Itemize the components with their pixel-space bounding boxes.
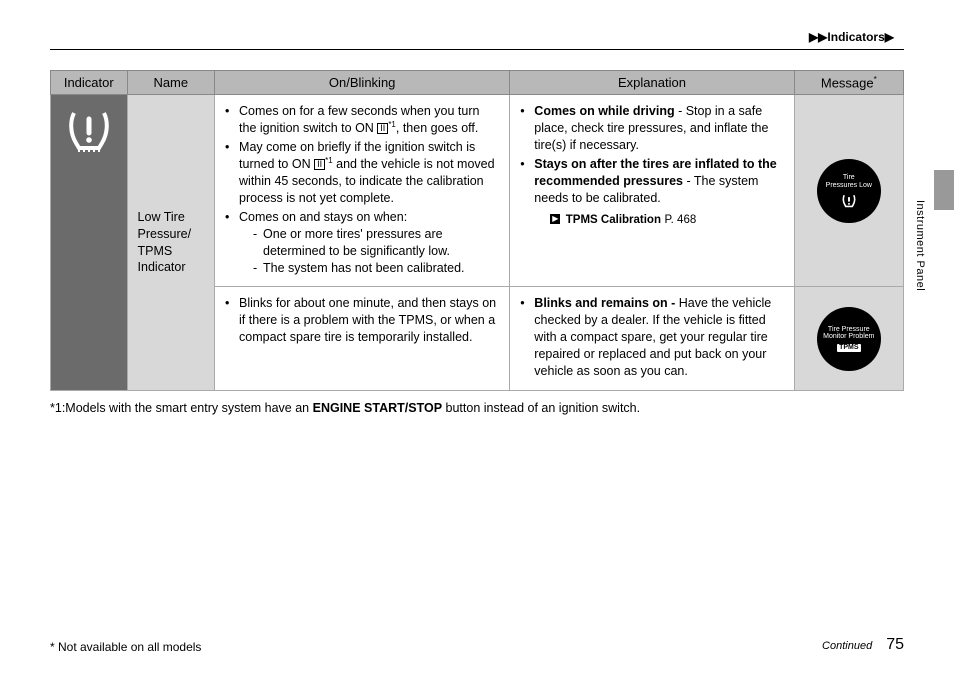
explanation-cell-1: Comes on while driving - Stop in a safe … [510, 95, 794, 287]
on-subitem: The system has not been calibrated. [253, 260, 499, 277]
exp-item-2: Blinks and remains on - Have the vehicle… [520, 295, 783, 379]
on-item: Comes on and stays on when:One or more t… [225, 209, 499, 277]
side-tab [934, 170, 954, 210]
footer-left: * Not available on all models [50, 640, 201, 654]
onblinking-cell-2: Blinks for about one minute, and then st… [215, 287, 510, 390]
footnote-ref: *1 [388, 120, 396, 129]
on-item: May come on briefly if the ignition swit… [225, 139, 499, 207]
th-name: Name [127, 71, 214, 95]
breadcrumb-text: Indicators [827, 30, 884, 44]
xref-icon: ▶ [550, 214, 560, 224]
exp-item: Stays on after the tires are inflated to… [520, 156, 783, 207]
exp2-bold: Blinks and remains on - [534, 296, 678, 310]
top-rule [50, 49, 904, 50]
explanation-cell-2: Blinks and remains on - Have the vehicle… [510, 287, 794, 390]
breadcrumb: ▶▶Indicators▶ [50, 30, 904, 49]
indicator-name: Low Tire Pressure/TPMS Indicator [138, 210, 192, 275]
th-message-text: Message [821, 75, 874, 90]
ignition-mode-box: II [377, 123, 388, 134]
continued-label: Continued [822, 640, 872, 652]
page-footer: * Not available on all models Continued … [50, 636, 904, 654]
exp-bold: Comes on while driving [534, 104, 674, 118]
side-section-label: Instrument Panel [914, 200, 926, 291]
th-explanation: Explanation [510, 71, 794, 95]
fn1-bold: ENGINE START/STOP [313, 401, 442, 415]
on-item: Comes on for a few seconds when you turn… [225, 103, 499, 137]
indicators-table: Indicator Name On/Blinking Explanation M… [50, 70, 904, 391]
th-onblinking: On/Blinking [215, 71, 510, 95]
onblinking-cell-1: Comes on for a few seconds when you turn… [215, 95, 510, 287]
footnote-ref: *1 [325, 156, 333, 165]
ignition-mode-box: II [314, 159, 325, 170]
msg2-line1: Tire Pressure [828, 326, 870, 334]
msg-icon-line2: Pressures Low [826, 182, 872, 190]
indicator-cell [51, 95, 128, 390]
fn1-post: button instead of an ignition switch. [442, 401, 640, 415]
on-item-2: Blinks for about one minute, and then st… [225, 295, 499, 346]
message-cell-1: Tire Pressures Low [794, 95, 903, 287]
th-message-sup: * [874, 75, 877, 84]
th-indicator: Indicator [51, 71, 128, 95]
th-message: Message* [794, 71, 903, 95]
msg2-line2: Monitor Problem [823, 333, 874, 341]
msg-icon-line1: Tire [843, 174, 855, 182]
message-cell-2: Tire Pressure Monitor Problem TPMS [794, 287, 903, 390]
xref-page: P. 468 [664, 214, 696, 226]
page-number: 75 [886, 636, 904, 654]
msg-icon-tpms-problem: Tire Pressure Monitor Problem TPMS [817, 307, 881, 371]
exp-bold: Stays on after the tires are inflated to… [534, 157, 776, 188]
msg2-badge: TPMS [837, 344, 860, 352]
msg-icon-tire-low: Tire Pressures Low [817, 159, 881, 223]
footnote-1: *1:Models with the smart entry system ha… [50, 401, 904, 415]
name-cell: Low Tire Pressure/TPMS Indicator [127, 95, 214, 390]
tpms-icon [64, 103, 114, 153]
tiny-tpms-icon [840, 192, 858, 208]
exp-item: Comes on while driving - Stop in a safe … [520, 103, 783, 154]
xref: ▶ TPMS Calibration P. 468 [520, 211, 783, 229]
fn1-pre: *1:Models with the smart entry system ha… [50, 401, 313, 415]
on-subitem: One or more tires' pressures are determi… [253, 226, 499, 260]
xref-label: TPMS Calibration [566, 214, 661, 226]
